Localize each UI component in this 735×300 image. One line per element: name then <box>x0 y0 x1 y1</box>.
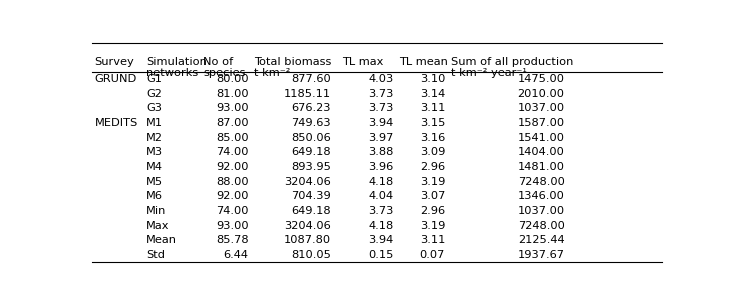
Text: 2125.44: 2125.44 <box>518 236 564 245</box>
Text: 93.00: 93.00 <box>216 103 248 113</box>
Text: 3.11: 3.11 <box>420 103 445 113</box>
Text: 6.44: 6.44 <box>223 250 248 260</box>
Text: 88.00: 88.00 <box>216 177 248 187</box>
Text: Std: Std <box>146 250 165 260</box>
Text: 1185.11: 1185.11 <box>284 89 331 99</box>
Text: 649.18: 649.18 <box>292 206 331 216</box>
Text: M1: M1 <box>146 118 163 128</box>
Text: 4.18: 4.18 <box>368 221 394 231</box>
Text: 87.00: 87.00 <box>216 118 248 128</box>
Text: 749.63: 749.63 <box>292 118 331 128</box>
Text: 1937.67: 1937.67 <box>517 250 564 260</box>
Text: 850.06: 850.06 <box>291 133 331 143</box>
Text: Min: Min <box>146 206 166 216</box>
Text: Survey: Survey <box>95 57 135 67</box>
Text: 3.73: 3.73 <box>368 89 394 99</box>
Text: 74.00: 74.00 <box>216 206 248 216</box>
Text: 93.00: 93.00 <box>216 221 248 231</box>
Text: MEDITS: MEDITS <box>95 118 138 128</box>
Text: 85.78: 85.78 <box>216 236 248 245</box>
Text: 877.60: 877.60 <box>291 74 331 84</box>
Text: No of
species: No of species <box>203 57 245 78</box>
Text: 2.96: 2.96 <box>420 206 445 216</box>
Text: 74.00: 74.00 <box>216 147 248 158</box>
Text: 3.19: 3.19 <box>420 177 445 187</box>
Text: 3.73: 3.73 <box>368 103 394 113</box>
Text: 2010.00: 2010.00 <box>517 89 564 99</box>
Text: Max: Max <box>146 221 170 231</box>
Text: 3.94: 3.94 <box>368 118 394 128</box>
Text: 2.96: 2.96 <box>420 162 445 172</box>
Text: 3.09: 3.09 <box>420 147 445 158</box>
Text: 4.04: 4.04 <box>369 191 394 201</box>
Text: 92.00: 92.00 <box>216 191 248 201</box>
Text: 3.96: 3.96 <box>368 162 394 172</box>
Text: TL max: TL max <box>343 57 384 67</box>
Text: 649.18: 649.18 <box>292 147 331 158</box>
Text: 0.07: 0.07 <box>420 250 445 260</box>
Text: 1541.00: 1541.00 <box>517 133 564 143</box>
Text: Mean: Mean <box>146 236 177 245</box>
Text: G1: G1 <box>146 74 162 84</box>
Text: 3204.06: 3204.06 <box>284 221 331 231</box>
Text: 704.39: 704.39 <box>291 191 331 201</box>
Text: Sum of all production
t km⁻² year⁻¹: Sum of all production t km⁻² year⁻¹ <box>451 57 573 78</box>
Text: 810.05: 810.05 <box>291 250 331 260</box>
Text: TL mean: TL mean <box>400 57 448 67</box>
Text: 3204.06: 3204.06 <box>284 177 331 187</box>
Text: 3.19: 3.19 <box>420 221 445 231</box>
Text: 7248.00: 7248.00 <box>517 221 564 231</box>
Text: G3: G3 <box>146 103 162 113</box>
Text: 0.15: 0.15 <box>368 250 394 260</box>
Text: 3.11: 3.11 <box>420 236 445 245</box>
Text: 81.00: 81.00 <box>216 89 248 99</box>
Text: 1037.00: 1037.00 <box>517 103 564 113</box>
Text: M5: M5 <box>146 177 163 187</box>
Text: 1475.00: 1475.00 <box>517 74 564 84</box>
Text: 3.15: 3.15 <box>420 118 445 128</box>
Text: 3.14: 3.14 <box>420 89 445 99</box>
Text: 3.97: 3.97 <box>368 133 394 143</box>
Text: 3.16: 3.16 <box>420 133 445 143</box>
Text: 676.23: 676.23 <box>292 103 331 113</box>
Text: 1404.00: 1404.00 <box>517 147 564 158</box>
Text: M4: M4 <box>146 162 163 172</box>
Text: 3.88: 3.88 <box>368 147 394 158</box>
Text: 3.94: 3.94 <box>368 236 394 245</box>
Text: M2: M2 <box>146 133 163 143</box>
Text: 1587.00: 1587.00 <box>517 118 564 128</box>
Text: 85.00: 85.00 <box>216 133 248 143</box>
Text: 80.00: 80.00 <box>216 74 248 84</box>
Text: 4.03: 4.03 <box>368 74 394 84</box>
Text: 1037.00: 1037.00 <box>517 206 564 216</box>
Text: 4.18: 4.18 <box>368 177 394 187</box>
Text: Total biomass
t km⁻²: Total biomass t km⁻² <box>254 57 331 78</box>
Text: 3.07: 3.07 <box>420 191 445 201</box>
Text: G2: G2 <box>146 89 162 99</box>
Text: 893.95: 893.95 <box>291 162 331 172</box>
Text: 1087.80: 1087.80 <box>284 236 331 245</box>
Text: M3: M3 <box>146 147 163 158</box>
Text: GRUND: GRUND <box>95 74 137 84</box>
Text: 3.10: 3.10 <box>420 74 445 84</box>
Text: 92.00: 92.00 <box>216 162 248 172</box>
Text: 7248.00: 7248.00 <box>517 177 564 187</box>
Text: M6: M6 <box>146 191 163 201</box>
Text: 3.73: 3.73 <box>368 206 394 216</box>
Text: 1346.00: 1346.00 <box>517 191 564 201</box>
Text: 1481.00: 1481.00 <box>517 162 564 172</box>
Text: Simulation
networks: Simulation networks <box>146 57 207 78</box>
